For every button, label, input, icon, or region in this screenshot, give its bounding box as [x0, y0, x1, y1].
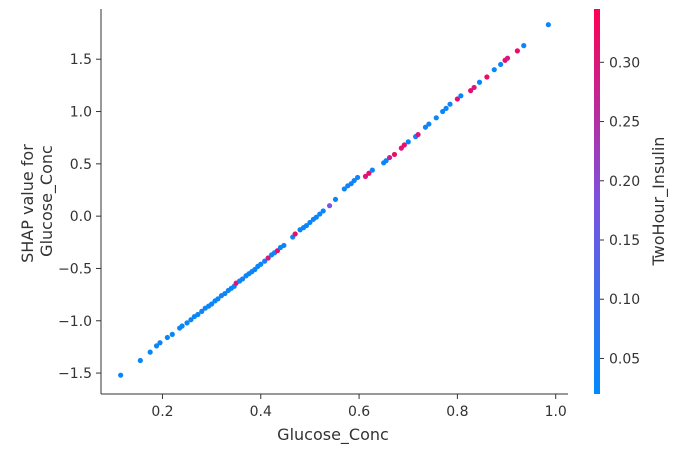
data-point	[147, 349, 153, 355]
y-axis-label: SHAP value for Glucose_Conc	[18, 139, 57, 263]
data-point	[341, 186, 347, 192]
data-point	[164, 334, 170, 341]
x-tick-label: 1.0	[545, 404, 567, 420]
y-tick-label: −0.5	[58, 261, 92, 277]
data-point	[491, 67, 497, 73]
data-point	[514, 48, 520, 54]
data-point	[504, 55, 511, 61]
data-point	[258, 261, 264, 267]
data-point	[471, 84, 477, 91]
colorbar-ticks: 0.05 0.10 0.15 0.20 0.25 0.30	[600, 55, 640, 367]
data-point	[332, 196, 339, 203]
data-point	[199, 308, 205, 314]
x-tick-label: 0.4	[250, 404, 272, 420]
y-axis-label-line-2: Glucose_Conc	[37, 145, 57, 257]
data-point	[355, 174, 361, 181]
y-tick-label: −1.0	[58, 314, 92, 330]
data-point	[320, 208, 326, 214]
data-point	[426, 121, 432, 127]
data-point	[415, 131, 421, 138]
data-point	[362, 173, 369, 179]
x-ticks: 0.2 0.4 0.6 0.8 1.0	[151, 394, 567, 420]
data-point	[307, 219, 313, 226]
x-tick-label: 0.2	[151, 404, 173, 420]
data-point	[265, 255, 271, 261]
data-point	[179, 323, 185, 329]
data-point	[484, 74, 490, 80]
data-point	[215, 296, 221, 302]
data-point	[188, 317, 194, 323]
y-tick-label: 1.5	[70, 52, 92, 68]
data-point	[153, 343, 160, 349]
colorbar-tick-label: 0.30	[609, 55, 640, 71]
data-point	[422, 124, 429, 130]
data-point	[476, 79, 483, 85]
x-tick-label: 0.6	[348, 404, 370, 420]
data-point	[405, 139, 411, 145]
x-tick-label: 0.8	[446, 404, 468, 420]
colorbar-tick-label: 0.20	[609, 174, 640, 190]
data-point	[281, 242, 287, 249]
data-point	[433, 115, 439, 121]
data-point	[184, 320, 190, 326]
data-point	[386, 154, 393, 161]
colorbar	[594, 9, 600, 394]
data-point	[303, 222, 310, 229]
data-point	[195, 311, 201, 318]
data-point	[157, 340, 163, 346]
data-point	[262, 258, 268, 264]
data-point	[317, 211, 323, 217]
data-point	[545, 22, 551, 28]
y-tick-label: −1.5	[58, 366, 92, 382]
data-point	[169, 331, 175, 337]
data-point	[209, 301, 215, 307]
colorbar-label: TwoHour_Insulin	[649, 137, 669, 267]
scatter-points	[118, 22, 551, 378]
data-point	[454, 96, 460, 102]
data-point	[222, 290, 228, 297]
colorbar-tick-label: 0.25	[609, 115, 640, 131]
data-point	[521, 43, 527, 49]
data-point	[292, 231, 298, 237]
y-axis-label-line-1: SHAP value for	[18, 144, 37, 263]
colorbar-tick-label: 0.10	[609, 292, 640, 308]
colorbar-tick-label: 0.05	[609, 351, 640, 367]
data-point	[313, 214, 319, 220]
data-point	[351, 177, 357, 184]
data-point	[391, 151, 398, 158]
data-point	[401, 142, 407, 148]
data-point	[326, 203, 333, 209]
y-tick-label: 0.0	[70, 209, 92, 225]
y-tick-label: 1.0	[70, 105, 92, 121]
x-axis-label: Glucose_Conc	[277, 425, 389, 445]
data-point	[137, 357, 143, 364]
data-point	[118, 372, 124, 378]
data-point	[366, 170, 372, 176]
y-tick-label: 0.5	[70, 157, 92, 173]
data-point	[458, 93, 464, 99]
data-point	[239, 276, 246, 282]
colorbar-tick-label: 0.15	[609, 233, 640, 249]
data-point	[447, 101, 453, 107]
data-point	[369, 167, 375, 173]
data-point	[443, 105, 449, 111]
data-point	[383, 158, 389, 164]
data-point	[468, 88, 474, 94]
y-ticks: −1.5 −1.0 −0.5 0.0 0.5 1.0 1.5	[58, 52, 101, 382]
data-point	[498, 61, 504, 68]
data-point	[440, 108, 446, 115]
